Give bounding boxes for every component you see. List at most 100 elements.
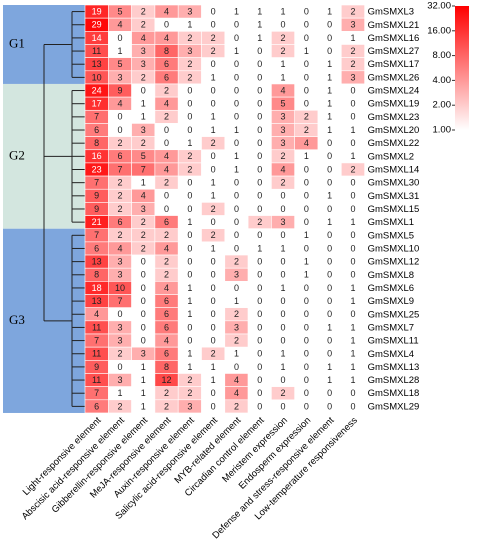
row-label: GmSMXL12 [368,257,420,268]
cell-value: 2 [117,138,122,148]
cell-value: 11 [92,322,101,332]
row-label: GmSMXL8 [368,270,414,281]
cell-value: 3 [187,46,192,56]
row-label: GmSMXL5 [368,230,414,241]
cell-value: 0 [187,85,192,95]
cell-value: 0 [350,99,355,109]
cell-value: 2 [187,388,192,398]
row-label: GmSMXL22 [368,138,420,149]
cell-value: 0 [164,191,169,201]
cell-value: 0 [281,375,286,385]
cell-value: 1 [350,33,355,43]
cell-value: 2 [141,20,146,30]
color-legend [455,6,469,130]
cell-value: 0 [187,270,192,280]
cell-value: 2 [117,401,122,411]
cell-value: 0 [304,362,309,372]
cell-value: 2 [164,112,169,122]
cell-value: 0 [234,138,239,148]
row-label: GmSMXL7 [368,322,414,333]
cell-value: 0 [304,375,309,385]
cell-value: 0 [141,283,146,293]
cell-value: 3 [141,46,146,56]
cell-value: 1 [187,296,192,306]
cell-value: 2 [187,59,192,69]
cell-value: 2 [164,178,169,188]
cell-value: 0 [327,401,332,411]
cell-value: 0 [211,270,216,280]
cell-value: 2 [281,46,286,56]
cell-value: 2 [350,164,355,174]
cell-value: 3 [281,112,286,122]
cell-value: 17 [92,99,102,109]
cell-value: 0 [164,20,169,30]
cell-value: 1 [350,217,355,227]
cell-value: 4 [141,33,146,43]
cell-value: 2 [211,138,216,148]
cell-value: 3 [350,20,355,30]
cell-value: 0 [304,296,309,306]
cell-value: 3 [117,335,122,345]
cell-value: 0 [234,99,239,109]
cell-value: 2 [117,204,122,214]
cell-value: 2 [164,270,169,280]
cell-value: 0 [350,178,355,188]
cell-value: 2 [350,46,355,56]
cell-value: 2 [211,230,216,240]
cell-value: 1 [141,112,146,122]
cell-value: 4 [304,138,309,148]
cell-value: 0 [234,59,239,69]
row-label: GmSMXL28 [368,375,420,386]
cell-value: 4 [164,283,169,293]
cell-value: 3 [117,72,122,82]
cell-value: 3 [281,125,286,135]
cell-value: 1 [211,72,216,82]
cell-value: 0 [281,322,286,332]
cell-value: 1 [281,283,286,293]
cell-value: 8 [164,46,169,56]
cell-value: 6 [164,309,169,319]
cell-value: 0 [257,388,262,398]
cell-value: 0 [304,72,309,82]
cell-value: 1 [350,335,355,345]
cell-value: 3 [141,204,146,214]
legend-tick-label: 4.00 [433,75,452,86]
cell-value: 1 [141,375,146,385]
cell-value: 0 [327,230,332,240]
cell-value: 0 [234,243,239,253]
cell-value: 4 [234,388,239,398]
cell-value: 0 [304,33,309,43]
cell-value: 1 [257,20,262,30]
cell-value: 1 [257,6,262,16]
cell-value: 2 [281,388,286,398]
cell-value: 1 [234,349,239,359]
row-label: GmSMXL10 [368,243,420,254]
cell-value: 7 [141,164,146,174]
cell-value: 4 [164,6,169,16]
cell-value: 0 [117,362,122,372]
cell-value: 4 [117,99,122,109]
cell-value: 0 [304,217,309,227]
cell-value: 4 [164,164,169,174]
cell-value: 1 [327,322,332,332]
cell-value: 3 [350,72,355,82]
cell-value: 0 [304,283,309,293]
cell-value: 4 [281,85,286,95]
cell-value: 2 [141,138,146,148]
cell-value: 1 [187,283,192,293]
cell-value: 0 [350,256,355,266]
cell-value: 1 [187,349,192,359]
legend-tick-label: 8.00 [433,50,452,61]
cell-value: 0 [350,388,355,398]
cell-value: 6 [164,59,169,69]
cell-value: 0 [141,85,146,95]
cell-value: 0 [117,309,122,319]
cell-value: 7 [94,178,99,188]
cell-value: 6 [117,151,122,161]
cell-value: 2 [187,151,192,161]
cell-value: 2 [211,33,216,43]
row-label: GmSMXL24 [368,86,420,97]
cell-value: 0 [257,256,262,266]
row-label: GmSMXL21 [368,20,420,31]
cell-value: 0 [187,335,192,345]
